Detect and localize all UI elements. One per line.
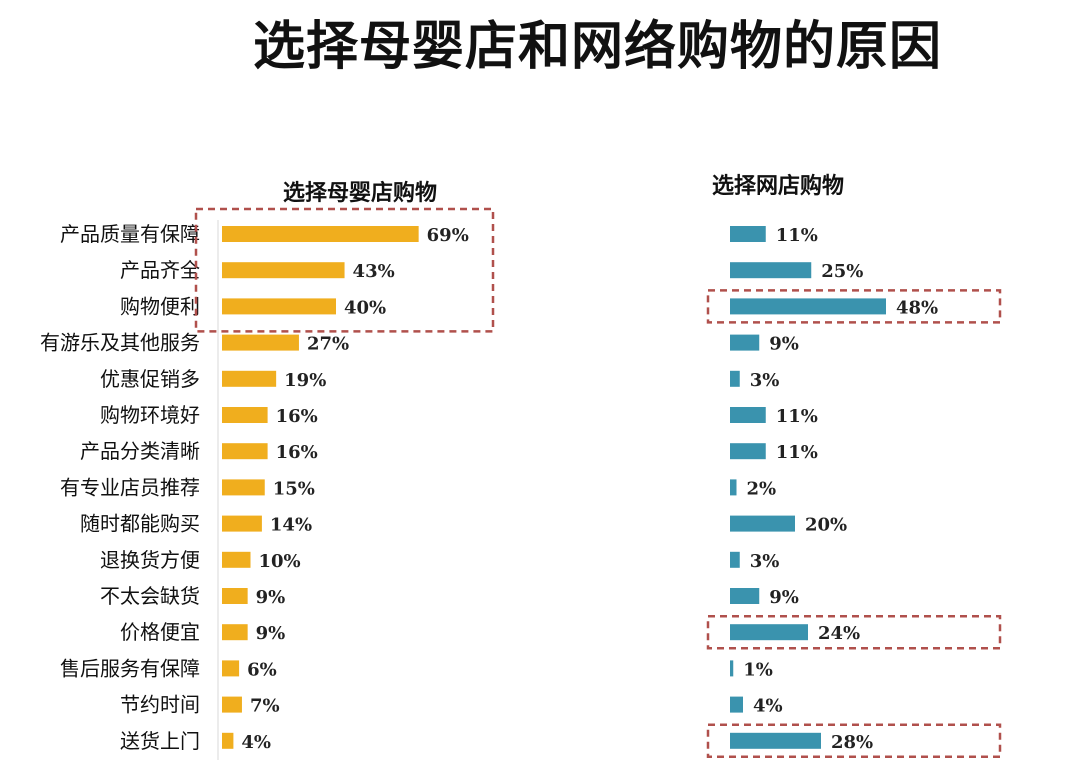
bar bbox=[222, 479, 265, 496]
bar bbox=[222, 551, 251, 568]
highlight-box bbox=[194, 207, 495, 333]
category-label: 送货上门 bbox=[120, 729, 200, 753]
bar bbox=[730, 515, 795, 532]
bar bbox=[222, 407, 268, 423]
value-label: 14% bbox=[270, 515, 312, 536]
value-label: 24% bbox=[818, 623, 860, 644]
bar bbox=[222, 732, 234, 749]
value-label: 4% bbox=[241, 732, 271, 753]
bar bbox=[222, 515, 262, 532]
bar bbox=[730, 226, 766, 242]
value-label: 15% bbox=[273, 478, 315, 499]
bar bbox=[222, 660, 240, 677]
category-label: 不太会缺货 bbox=[100, 584, 200, 608]
bar bbox=[730, 334, 760, 351]
bar bbox=[222, 696, 242, 713]
value-label: 20% bbox=[805, 515, 847, 536]
category-label: 产品分类清晰 bbox=[80, 439, 200, 463]
value-label: 69% bbox=[427, 225, 469, 246]
bar bbox=[730, 370, 740, 387]
value-label: 11% bbox=[776, 442, 818, 463]
value-label: 11% bbox=[776, 225, 818, 246]
category-label: 有游乐及其他服务 bbox=[40, 331, 200, 355]
bar bbox=[730, 696, 743, 713]
value-label: 9% bbox=[769, 334, 799, 355]
category-label: 退换货方便 bbox=[100, 548, 200, 572]
bar bbox=[222, 262, 345, 279]
bar bbox=[730, 298, 886, 315]
page-title: 选择母婴店和网络购物的原因 bbox=[252, 17, 942, 77]
category-label: 随时都能购买 bbox=[80, 512, 200, 536]
value-label: 11% bbox=[776, 406, 818, 427]
bar bbox=[730, 407, 766, 423]
value-label: 3% bbox=[750, 370, 780, 391]
bar bbox=[730, 262, 812, 279]
value-label: 4% bbox=[753, 696, 783, 717]
category-label: 优惠促销多 bbox=[100, 367, 200, 391]
category-label: 购物便利 bbox=[120, 294, 200, 318]
value-label: 3% bbox=[750, 551, 780, 572]
value-label: 9% bbox=[769, 587, 799, 608]
category-label: 节约时间 bbox=[120, 693, 200, 717]
value-label: 1% bbox=[743, 659, 773, 680]
highlight-box bbox=[706, 723, 1002, 759]
value-label: 9% bbox=[256, 623, 286, 644]
right-chart-title: 选择网店购物 bbox=[712, 173, 844, 199]
bar bbox=[222, 334, 299, 351]
value-label: 9% bbox=[256, 587, 286, 608]
bar bbox=[222, 298, 336, 315]
bar bbox=[730, 479, 737, 496]
bar bbox=[222, 443, 268, 460]
bar bbox=[730, 660, 734, 677]
left-chart-title: 选择母婴店购物 bbox=[283, 180, 437, 206]
bar bbox=[730, 588, 760, 604]
value-label: 40% bbox=[344, 297, 386, 318]
bar bbox=[730, 443, 766, 460]
category-label: 产品齐全 bbox=[120, 258, 200, 282]
category-label: 价格便宜 bbox=[120, 620, 200, 644]
value-label: 43% bbox=[353, 261, 395, 282]
value-label: 27% bbox=[307, 334, 349, 355]
value-label: 16% bbox=[276, 406, 318, 427]
value-label: 2% bbox=[747, 478, 777, 499]
category-label: 购物环境好 bbox=[100, 403, 200, 427]
value-label: 28% bbox=[831, 732, 873, 753]
highlight-box bbox=[706, 289, 1002, 324]
value-label: 16% bbox=[276, 442, 318, 463]
value-label: 6% bbox=[247, 659, 277, 680]
bar bbox=[730, 551, 740, 568]
bar bbox=[222, 226, 419, 242]
category-label: 有专业店员推荐 bbox=[60, 475, 200, 499]
bar bbox=[730, 624, 808, 641]
bar bbox=[222, 370, 277, 387]
category-label: 产品质量有保障 bbox=[60, 222, 200, 246]
value-label: 10% bbox=[259, 551, 301, 572]
bar bbox=[222, 624, 248, 641]
bar bbox=[730, 732, 821, 749]
value-label: 19% bbox=[284, 370, 326, 391]
value-label: 25% bbox=[821, 261, 863, 282]
value-label: 7% bbox=[250, 696, 280, 717]
value-label: 48% bbox=[896, 297, 938, 318]
category-label: 售后服务有保障 bbox=[60, 656, 200, 680]
bar bbox=[222, 588, 248, 604]
highlight-box bbox=[706, 614, 1002, 650]
